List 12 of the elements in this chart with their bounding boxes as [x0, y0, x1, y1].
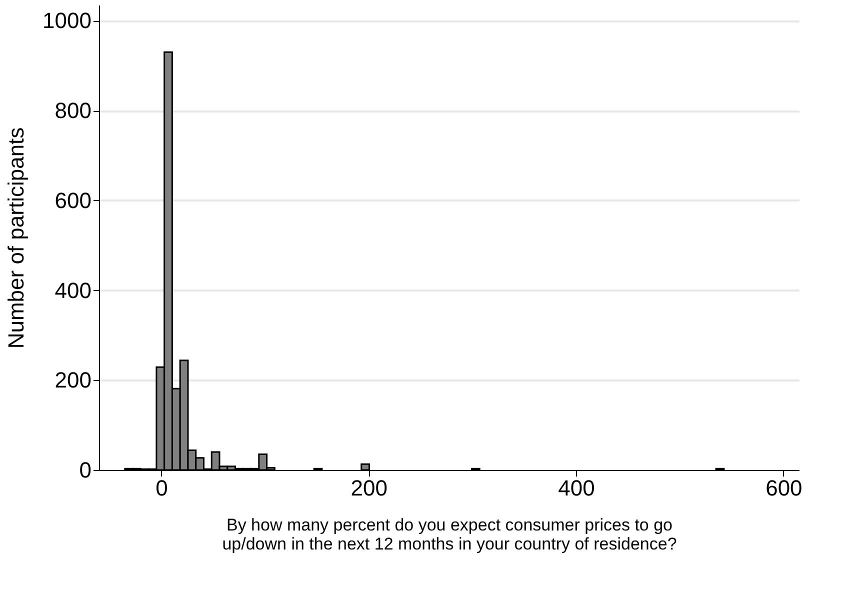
x-tick-label: 200 [350, 476, 388, 500]
y-tick-label: 200 [54, 368, 92, 393]
y-axis-title: Number of participants [4, 127, 29, 349]
x-tick-label: 400 [558, 476, 595, 500]
x-tick-label: 0 [156, 476, 168, 500]
y-tick-label: 600 [54, 188, 92, 213]
y-tick-label: 800 [54, 98, 92, 124]
x-tick-label: 600 [766, 476, 802, 500]
y-tick-label: 0 [79, 458, 92, 482]
x-axis-title: By how many percent do you expect consumer prices to go up/down in the next 12 months in your country of residence? [222, 516, 677, 554]
y-tick-label: 400 [54, 278, 92, 303]
y-tick-label: 1000 [42, 8, 92, 34]
